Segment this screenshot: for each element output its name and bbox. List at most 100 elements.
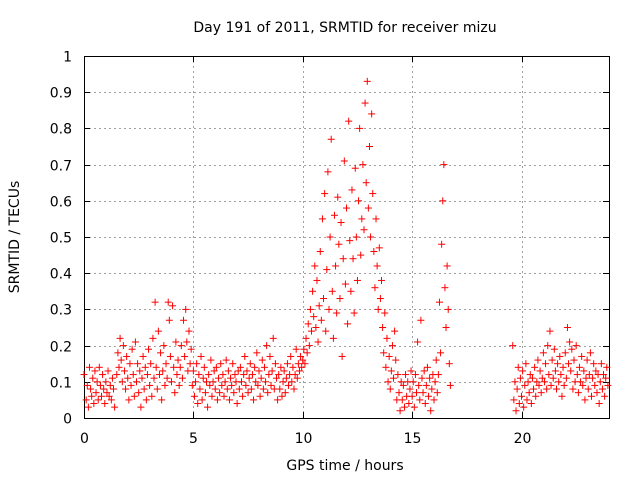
data-point bbox=[396, 407, 404, 415]
y-tick-label: 0.7 bbox=[50, 159, 72, 175]
data-point bbox=[115, 363, 123, 371]
data-point bbox=[180, 316, 188, 324]
data-point bbox=[534, 356, 542, 364]
data-point bbox=[409, 378, 417, 386]
data-point bbox=[263, 342, 271, 350]
data-point bbox=[309, 287, 317, 295]
data-point bbox=[324, 168, 332, 176]
data-point bbox=[243, 367, 251, 375]
data-point bbox=[549, 374, 557, 382]
data-point bbox=[289, 363, 297, 371]
data-point bbox=[164, 298, 172, 306]
data-point bbox=[574, 389, 582, 397]
data-point bbox=[414, 338, 422, 346]
data-point bbox=[281, 389, 289, 397]
data-point bbox=[122, 385, 130, 393]
data-point bbox=[344, 320, 352, 328]
data-point bbox=[527, 400, 535, 408]
data-point bbox=[444, 305, 452, 313]
data-point bbox=[111, 403, 119, 411]
data-point bbox=[321, 190, 329, 198]
data-point bbox=[82, 396, 90, 404]
data-point bbox=[201, 389, 209, 397]
data-point bbox=[367, 233, 375, 241]
data-point bbox=[277, 363, 285, 371]
data-point bbox=[597, 360, 605, 368]
data-point bbox=[265, 371, 273, 379]
data-point bbox=[231, 371, 239, 379]
data-point bbox=[151, 298, 159, 306]
data-point bbox=[555, 378, 563, 386]
data-point bbox=[525, 389, 533, 397]
x-axis-label: GPS time / hours bbox=[286, 458, 403, 474]
data-point bbox=[107, 396, 115, 404]
data-point bbox=[220, 392, 228, 400]
data-point bbox=[345, 117, 353, 125]
data-point bbox=[441, 284, 449, 292]
data-point bbox=[123, 352, 131, 360]
data-point bbox=[540, 378, 548, 386]
data-point bbox=[219, 371, 227, 379]
data-point bbox=[169, 302, 177, 310]
data-point bbox=[405, 400, 413, 408]
data-point bbox=[208, 392, 216, 400]
data-point bbox=[439, 197, 447, 205]
data-point bbox=[183, 338, 191, 346]
data-point bbox=[178, 374, 186, 382]
data-point bbox=[516, 374, 524, 382]
data-point bbox=[586, 349, 594, 357]
data-point bbox=[387, 367, 395, 375]
data-point bbox=[185, 327, 193, 335]
data-point bbox=[320, 295, 328, 303]
data-point bbox=[542, 360, 550, 368]
data-point bbox=[554, 360, 562, 368]
data-point bbox=[95, 363, 103, 371]
data-point bbox=[135, 389, 143, 397]
data-point bbox=[256, 392, 264, 400]
data-point bbox=[291, 371, 299, 379]
data-point bbox=[210, 367, 218, 375]
data-point bbox=[582, 374, 590, 382]
data-point bbox=[125, 396, 133, 404]
data-point bbox=[365, 143, 373, 150]
data-point bbox=[402, 371, 410, 379]
data-point bbox=[134, 360, 142, 368]
data-point bbox=[536, 367, 544, 375]
data-point bbox=[343, 204, 350, 212]
data-point bbox=[511, 378, 519, 386]
data-point bbox=[306, 305, 314, 313]
data-point bbox=[585, 371, 593, 379]
data-point bbox=[390, 374, 398, 382]
data-point bbox=[283, 360, 291, 368]
data-point bbox=[224, 367, 232, 375]
data-point bbox=[359, 161, 367, 169]
data-point bbox=[313, 276, 321, 284]
data-point bbox=[310, 313, 318, 321]
data-point bbox=[569, 385, 577, 393]
data-point bbox=[292, 345, 300, 353]
data-point bbox=[380, 349, 388, 357]
data-point bbox=[177, 342, 185, 350]
data-point bbox=[148, 392, 156, 400]
data-point bbox=[205, 371, 213, 379]
data-point bbox=[176, 363, 184, 371]
data-point bbox=[83, 381, 91, 389]
data-point bbox=[568, 345, 576, 353]
data-point bbox=[533, 378, 541, 386]
data-point bbox=[207, 356, 215, 364]
data-point bbox=[524, 378, 532, 386]
data-point bbox=[189, 367, 197, 375]
data-point bbox=[101, 400, 109, 408]
data-point bbox=[152, 363, 160, 371]
data-point bbox=[557, 371, 565, 379]
data-point bbox=[266, 352, 274, 360]
data-point bbox=[273, 374, 280, 382]
data-point bbox=[287, 352, 295, 360]
data-point bbox=[602, 374, 610, 382]
data-point bbox=[175, 381, 183, 389]
data-point bbox=[383, 334, 391, 342]
data-point bbox=[591, 381, 599, 389]
data-point bbox=[336, 295, 344, 303]
data-point bbox=[108, 374, 116, 382]
data-point bbox=[573, 371, 581, 379]
